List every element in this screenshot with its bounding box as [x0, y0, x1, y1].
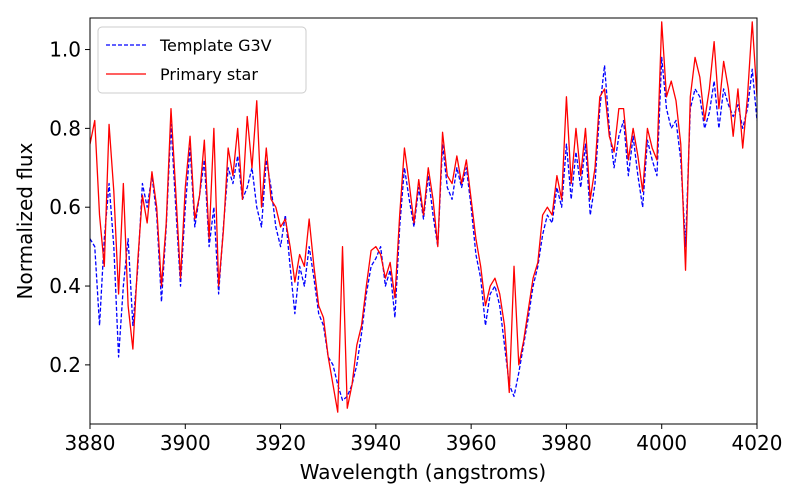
x-tick-label: 4000: [636, 431, 687, 455]
x-axis-title: Wavelength (angstroms): [300, 460, 546, 484]
series-template-g3v: [90, 56, 757, 401]
series-primary-star: [90, 21, 757, 413]
x-tick-label: 4020: [732, 431, 783, 455]
y-tick-label: 0.4: [49, 274, 81, 298]
y-tick-label: 0.8: [49, 116, 81, 140]
x-tick-label: 3880: [65, 431, 116, 455]
legend: Template G3V Primary star: [97, 26, 307, 94]
y-tick-label: 0.6: [49, 195, 81, 219]
y-axis: 0.2 0.4 0.6 0.8 1.0: [49, 38, 90, 377]
x-tick-label: 3940: [350, 431, 401, 455]
y-tick-label: 1.0: [49, 38, 81, 62]
x-tick-label: 3900: [160, 431, 211, 455]
x-tick-label: 3920: [255, 431, 306, 455]
x-tick-label: 3980: [541, 431, 592, 455]
x-axis: 3880 3900 3920 3940 3960 3980 4000 4020: [65, 424, 783, 455]
y-axis-title: Normalized flux: [13, 142, 37, 299]
plot-frame: [89, 17, 758, 425]
legend-label-primary: Primary star: [160, 65, 258, 84]
y-tick-label: 0.2: [49, 353, 81, 377]
legend-label-template: Template G3V: [159, 36, 272, 55]
legend-box: [97, 26, 307, 94]
series-layer: [90, 21, 757, 413]
x-tick-label: 3960: [446, 431, 497, 455]
